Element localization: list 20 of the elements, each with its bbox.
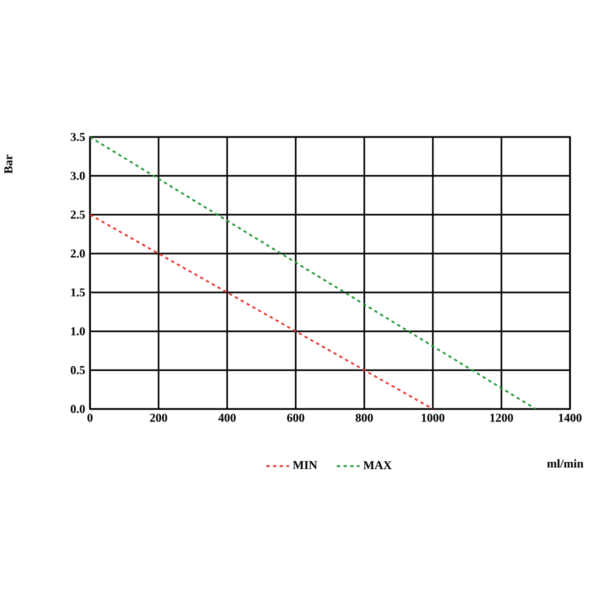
legend-label: MIN [292,461,318,470]
x-tick-label: 800 [356,414,373,422]
x-tick-label: 1400 [558,414,582,422]
y-tick-label: 1.5 [71,288,85,296]
x-tick-label: 600 [287,414,304,422]
x-axis-title: ml/min [547,459,584,468]
y-tick-label: 0.0 [70,404,85,414]
x-tick-label: 0 [87,414,93,422]
x-tick-label: 400 [218,414,236,422]
y-tick-label: 0.5 [70,366,85,374]
x-tick-label: 200 [150,414,168,422]
y-tick-label: 1.0 [71,327,85,336]
y-tick-label: 2.5 [70,210,85,219]
x-tick-label: 1000 [422,414,444,422]
y-tick-label: 3.0 [70,172,85,180]
legend-label: MAX [363,461,392,470]
y-tick-label: 3.5 [70,132,85,142]
y-axis-title: Bar [4,154,12,174]
y-tick-label: 2.0 [70,249,85,258]
x-tick-label: 1200 [490,414,513,422]
